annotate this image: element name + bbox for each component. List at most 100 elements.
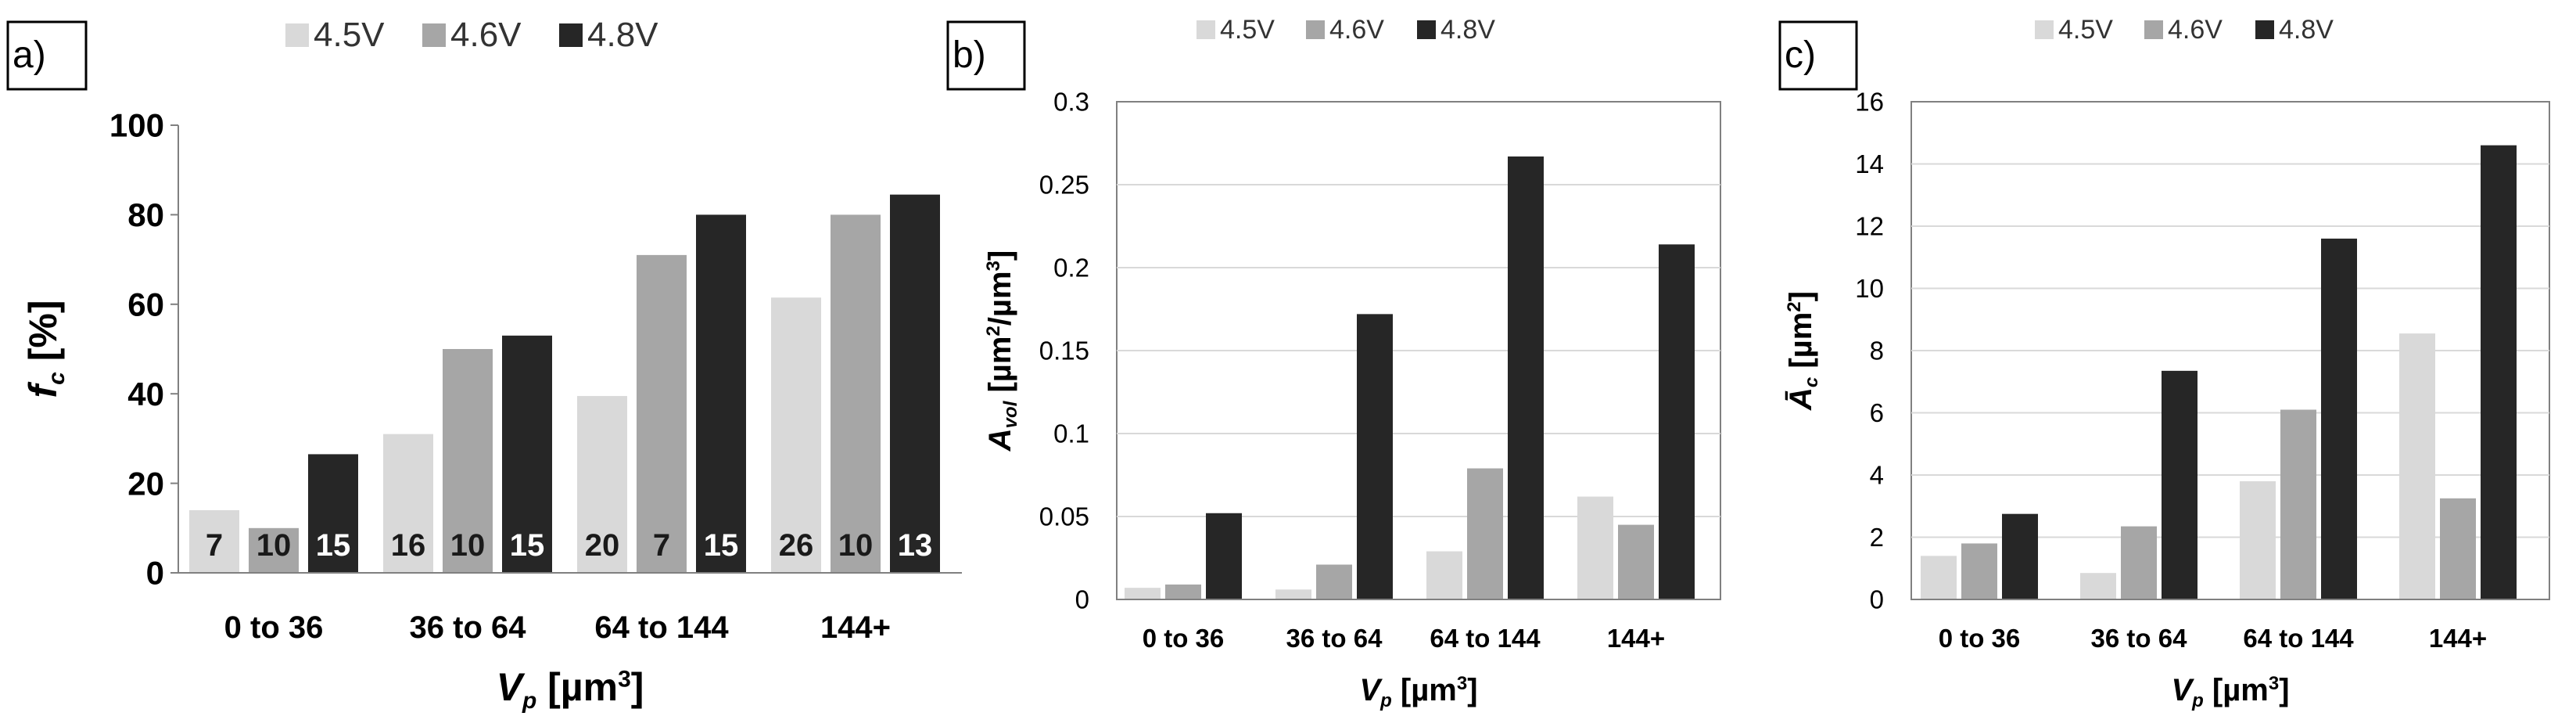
legend-swatch xyxy=(2255,20,2274,39)
legend-label: 4.8V xyxy=(2279,15,2334,45)
x-category-label: 36 to 64 xyxy=(410,610,527,645)
x-category-label: 64 to 144 xyxy=(2243,624,2354,653)
chart-panel-3: c) 4.5V 4.6V 4.8V 0 2 4 6 8 10 12 14 16 0 to 36 36 to … xyxy=(1778,15,2550,711)
bar xyxy=(831,214,881,573)
y-tick-label: 0.15 xyxy=(1039,337,1089,365)
bar xyxy=(2002,513,2038,599)
y-tick-label: 40 xyxy=(127,376,164,412)
bar xyxy=(577,396,627,573)
y-tick-label: 20 xyxy=(127,465,164,502)
x-axis-title-symbol: V xyxy=(2171,673,2194,707)
bar-data-label: 20 xyxy=(585,528,620,563)
y-tick-label: 4 xyxy=(1870,461,1884,490)
bar xyxy=(1357,314,1393,599)
bar xyxy=(1577,496,1613,599)
x-category-label: 0 to 36 xyxy=(224,610,324,645)
bar xyxy=(771,297,821,573)
x-axis-title-close: ] xyxy=(1467,673,1477,707)
y-tick-label: 0.2 xyxy=(1053,254,1089,283)
bar-data-label: 15 xyxy=(316,528,351,563)
bar xyxy=(2321,238,2357,599)
x-category-label: 144+ xyxy=(820,610,891,645)
y-tick-label: 60 xyxy=(127,286,164,323)
bar xyxy=(1467,468,1503,599)
legend-swatch xyxy=(285,23,309,47)
bar xyxy=(443,349,493,573)
y-tick-label: 8 xyxy=(1870,337,1884,365)
legend-swatch xyxy=(2144,20,2163,39)
y-tick-label: 0.25 xyxy=(1039,171,1089,200)
x-axis-title: Vp [µm3] xyxy=(1359,673,1477,711)
legend-label: 4.6V xyxy=(1329,15,1384,45)
bar-data-label: 10 xyxy=(838,528,874,563)
x-category-label: 36 to 64 xyxy=(1286,624,1383,653)
legend-label: 4.5V xyxy=(2058,15,2113,45)
legend-label: 4.5V xyxy=(1220,15,1275,45)
y-axis-title-subscript: vol xyxy=(1000,400,1021,428)
bar-data-label: 15 xyxy=(510,528,545,563)
bar xyxy=(2080,573,2116,599)
y-axis-title-close: ] xyxy=(983,250,1017,261)
x-category-label: 0 to 36 xyxy=(1939,624,2021,653)
legend-label: 4.6V xyxy=(450,16,522,54)
y-tick-label: 100 xyxy=(109,107,164,144)
y-tick-label: 0 xyxy=(1075,585,1089,614)
y-axis-title-close: ] xyxy=(1784,291,1818,301)
chart-panel-2: b) 4.5V 4.6V 4.8V 0 0.05 0.1 0.15 0.2 0.25 0.3 0 to… xyxy=(946,15,1721,711)
x-category-label: 64 to 144 xyxy=(594,610,729,645)
y-axis-title-symbol: A xyxy=(983,428,1017,452)
bar-data-label: 10 xyxy=(257,528,292,563)
y-tick-label: 0.1 xyxy=(1053,419,1089,448)
bar xyxy=(1316,564,1352,599)
y-tick-label: 10 xyxy=(1855,274,1884,303)
bar xyxy=(2162,370,2197,599)
y-axis-title-superscript-2: 3 xyxy=(983,261,1004,271)
bar xyxy=(637,254,687,573)
x-axis-title-close: ] xyxy=(631,665,644,709)
bar-data-label: 10 xyxy=(450,528,486,563)
bar-data-label: 26 xyxy=(779,528,814,563)
x-axis-title: Vp [µm3] xyxy=(497,665,644,714)
x-axis-title-unit: [µm xyxy=(2204,673,2269,707)
panel-label-box xyxy=(946,20,1026,91)
x-category-label: 36 to 64 xyxy=(2091,624,2188,653)
y-tick-label: 16 xyxy=(1855,88,1884,117)
bar xyxy=(696,214,746,573)
panel-label: c) xyxy=(1785,34,1816,76)
x-axis-title-symbol: V xyxy=(1359,673,1383,707)
bar xyxy=(2399,333,2435,599)
x-axis-title: Vp [µm3] xyxy=(2171,673,2289,711)
x-category-label: 0 to 36 xyxy=(1143,624,1225,653)
x-axis-title-symbol: V xyxy=(497,665,526,709)
legend-swatch xyxy=(2035,20,2054,39)
x-axis-title-unit: [µm xyxy=(536,665,618,709)
bar xyxy=(1165,584,1201,599)
y-axis-title-superscript: 2 xyxy=(983,326,1004,336)
bar xyxy=(1206,513,1242,599)
x-axis-title-subscript: p xyxy=(2191,690,2204,711)
legend-swatch xyxy=(422,23,446,47)
legend-swatch xyxy=(559,23,583,47)
bar xyxy=(1659,244,1695,599)
y-tick-label: 12 xyxy=(1855,212,1884,241)
bar xyxy=(383,434,433,573)
bar-data-label: 13 xyxy=(898,528,933,563)
panel-label-box xyxy=(6,20,88,91)
bar xyxy=(249,527,299,573)
bar xyxy=(890,194,940,573)
y-axis-title-subscript: c xyxy=(44,372,70,385)
y-tick-label: 0 xyxy=(146,555,164,592)
bar xyxy=(2240,480,2276,599)
bar xyxy=(1125,588,1161,599)
x-category-label: 144+ xyxy=(1607,624,1665,653)
y-axis-title: Āc [µm2] xyxy=(1784,291,1822,411)
legend-label: 4.5V xyxy=(314,16,385,54)
y-tick-label: 14 xyxy=(1855,149,1884,178)
chart-panel-1: a) 4.5V 4.6V 4.8V 0 20 40 60 80 100 7 10 15 0 to 36 16… xyxy=(6,16,962,714)
bar xyxy=(1921,556,1957,599)
y-tick-label: 0 xyxy=(1870,585,1884,614)
legend-swatch xyxy=(1306,20,1325,39)
legend-swatch xyxy=(1417,20,1436,39)
y-axis-title-symbol: Ā xyxy=(1784,387,1818,411)
